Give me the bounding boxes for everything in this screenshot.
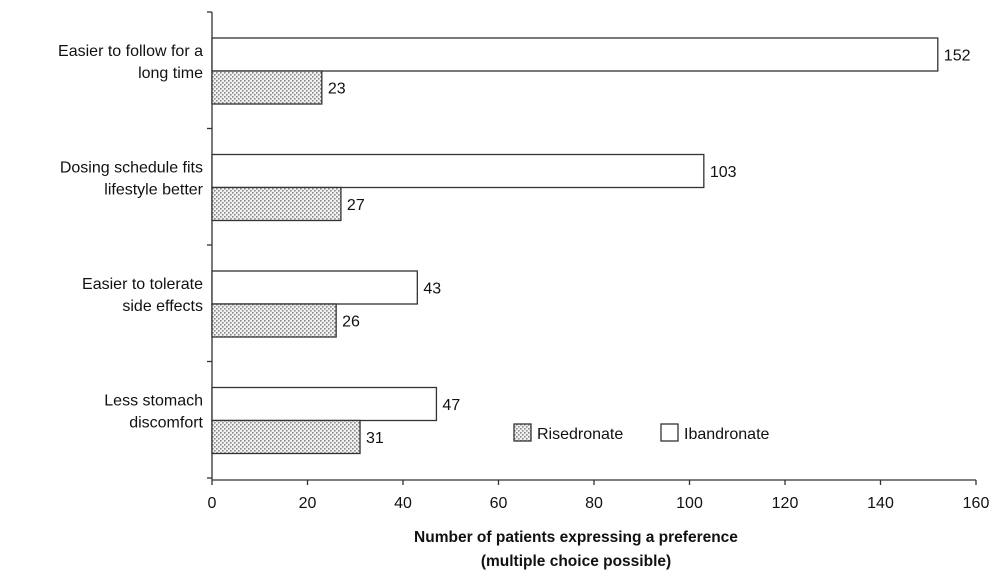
category-label-line: side effects: [122, 298, 203, 315]
x-axis-title: Number of patients expressing a preferen…: [414, 529, 738, 546]
data-label: 31: [366, 430, 384, 447]
data-label: 47: [442, 397, 460, 414]
category-label-line: Easier to follow for a: [58, 43, 203, 60]
category-label-line: Less stomach: [104, 393, 203, 410]
category-label: Easier to follow for a long time: [58, 43, 203, 82]
category-label-line: lifestyle better: [104, 182, 203, 199]
x-tick-label: 100: [676, 495, 703, 512]
plot-area: 0 20 40 60 80 100 120 140 160 152 23 Easier to foll…: [58, 11, 990, 570]
legend-swatch-risedronate: [513, 423, 532, 442]
legend-label-ibandronate: Ibandronate: [684, 426, 770, 443]
x-tick-label: 20: [299, 495, 317, 512]
bar-risedronate: [211, 303, 337, 338]
data-label: 27: [347, 197, 365, 214]
category-label-line: discomfort: [129, 415, 203, 432]
data-label: 26: [342, 314, 360, 331]
legend: Risedronate Ibandronate: [513, 423, 770, 443]
legend-swatch-ibandronate: [660, 423, 679, 442]
category-label-line: long time: [138, 65, 203, 82]
x-tick-label: 160: [963, 495, 990, 512]
bar-risedronate: [211, 70, 323, 105]
category-label: Less stomach discomfort: [104, 393, 203, 432]
data-label: 152: [944, 48, 971, 65]
data-label: 23: [328, 81, 346, 98]
category-label: Dosing schedule fits lifestyle better: [60, 160, 204, 199]
x-axis-title: (multiple choice possible): [481, 553, 671, 570]
category-label: Easier to tolerate side effects: [82, 276, 203, 315]
bar-risedronate: [211, 186, 342, 222]
x-tick-label: 140: [867, 495, 894, 512]
x-tick-label: 40: [394, 495, 412, 512]
category-label-line: Dosing schedule fits: [60, 160, 203, 177]
bar-ibandronate: [211, 37, 939, 72]
legend-label-risedronate: Risedronate: [537, 426, 623, 443]
bar-ibandronate: [211, 386, 438, 422]
bar-ibandronate: [211, 270, 418, 305]
x-tick-label: 120: [772, 495, 799, 512]
data-label: 103: [710, 164, 737, 181]
x-tick-label: 60: [490, 495, 508, 512]
data-label: 43: [423, 281, 441, 298]
x-tick-label: 80: [585, 495, 603, 512]
bar-risedronate: [211, 419, 361, 455]
category-label-line: Easier to tolerate: [82, 276, 203, 293]
x-tick-label: 0: [208, 495, 217, 512]
bar-ibandronate: [211, 153, 705, 189]
